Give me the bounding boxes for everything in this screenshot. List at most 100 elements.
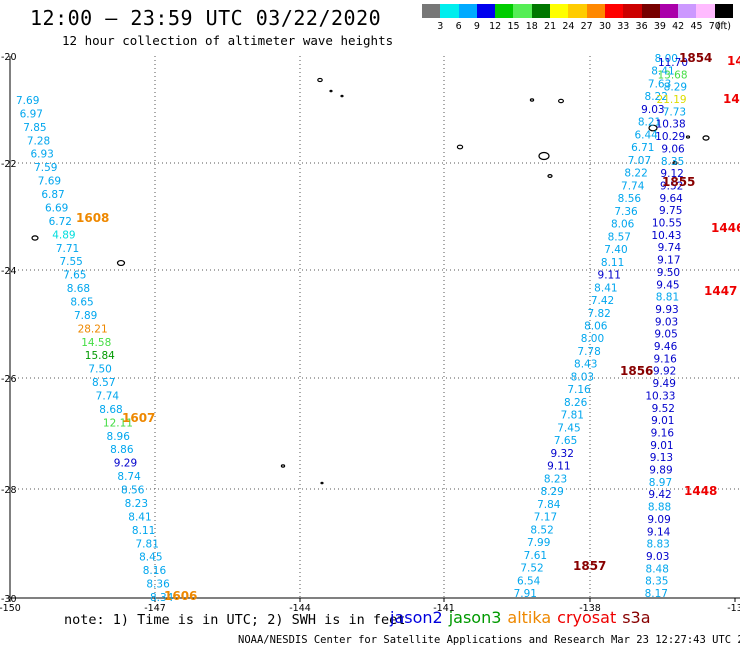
x-tick-label: -138 — [579, 603, 601, 614]
map-grid — [10, 56, 740, 598]
wave-height-label: 7.82 — [587, 308, 610, 320]
color-swatch — [513, 4, 532, 18]
x-tick-label: -13 — [727, 603, 740, 614]
color-swatch — [476, 4, 496, 18]
wave-height-label: 6.71 — [631, 142, 654, 154]
time-label: 1446 — [711, 221, 740, 235]
wave-height-label: 7.52 — [520, 563, 543, 575]
color-swatch — [714, 4, 734, 18]
wave-height-label: 8.65 — [70, 296, 93, 308]
wave-height-label: 15.84 — [85, 350, 115, 362]
wave-height-label: 8.56 — [121, 485, 145, 497]
wave-height-label: 7.69 — [16, 95, 39, 107]
wave-height-label: 8.21 — [638, 117, 661, 129]
wave-height-label: 9.32 — [551, 448, 574, 460]
x-tick-label: -150 — [0, 603, 21, 614]
wave-height-label: 8.11 — [132, 525, 155, 537]
wave-height-label: 9.12 — [660, 168, 683, 180]
wave-height-label: 9.03 — [641, 104, 664, 116]
color-swatch — [440, 4, 459, 18]
island-outline — [557, 98, 564, 104]
color-scale-label: 30 — [598, 21, 612, 32]
wave-height-label: 7.28 — [27, 135, 50, 147]
y-tick-label: -30 — [1, 594, 17, 605]
wave-height-label: 8.22 — [624, 168, 647, 180]
wave-height-label: 9.42 — [648, 489, 671, 501]
legend-item-jason3: jason3 — [448, 608, 502, 627]
wave-height-label: 8.34 — [150, 592, 174, 604]
wave-height-label: 8.68 — [67, 283, 90, 295]
color-scale-label: 39 — [653, 21, 666, 32]
color-scale-bar — [422, 4, 734, 18]
island-outline — [672, 161, 678, 166]
wave-height-label: 9.16 — [651, 427, 675, 439]
y-tick-label: -28 — [1, 485, 17, 496]
wave-height-label: 8.06 — [584, 321, 608, 333]
wave-height-label: 9.49 — [653, 378, 676, 390]
island-outline — [340, 94, 344, 98]
wave-height-label: 8.68 — [99, 404, 122, 416]
color-scale-label: 3 — [437, 21, 444, 32]
wave-height-label: 7.78 — [577, 346, 600, 358]
wave-height-label: 8.48 — [646, 563, 669, 575]
wave-height-label: 9.50 — [657, 267, 680, 279]
wave-height-label: 8.29 — [540, 486, 563, 498]
time-label: 1855 — [662, 175, 695, 189]
wave-height-label: 8.22 — [645, 91, 668, 103]
color-scale-label: (ft) — [716, 21, 731, 32]
color-swatch — [623, 4, 642, 18]
wave-height-label: 9.16 — [653, 353, 677, 365]
wave-height-label: 8.41 — [128, 511, 151, 523]
color-scale-label: 15 — [507, 21, 520, 32]
chart-title: 12:00 – 23:59 UTC 03/22/2020 — [30, 6, 382, 30]
wave-height-label: 8.96 — [107, 431, 131, 443]
wave-height-label: 8.36 — [146, 579, 170, 591]
wave-height-label: 7.07 — [628, 155, 651, 167]
wave-height-label: 8.43 — [574, 359, 597, 371]
wave-height-label: 9.75 — [659, 205, 682, 217]
chart-subtitle: 12 hour collection of altimeter wave hei… — [62, 33, 394, 48]
wave-height-label: 7.55 — [59, 256, 82, 268]
wave-height-label: 9.14 — [647, 526, 671, 538]
island-outline — [538, 151, 550, 161]
wave-height-label: 8.11 — [601, 257, 624, 269]
wave-height-label: 9.06 — [661, 143, 685, 155]
color-scale-label: 18 — [525, 21, 538, 32]
wave-height-label: 7.42 — [591, 295, 614, 307]
wave-height-label: 21.19 — [657, 94, 687, 106]
wave-height-label: 8.17 — [645, 588, 668, 600]
time-label: 1608 — [76, 211, 109, 225]
x-tick-label: -147 — [144, 603, 166, 614]
note-text: note: 1) Time is in UTC; 2) SWH is in fe… — [64, 612, 406, 628]
wave-height-label: 9.29 — [114, 458, 137, 470]
wave-height-label: 7.65 — [554, 435, 577, 447]
time-label: 1857 — [573, 559, 606, 573]
wave-height-label: 9.17 — [657, 255, 680, 267]
wave-height-label: 8.88 — [648, 502, 671, 514]
island-outline — [280, 464, 286, 468]
color-scale-label: 9 — [473, 21, 480, 32]
wave-height-label: 8.97 — [649, 477, 672, 489]
color-swatch — [586, 4, 605, 18]
x-tick-label: -141 — [433, 603, 455, 614]
x-tick-label: -144 — [289, 603, 311, 614]
color-swatch — [641, 4, 660, 18]
satellite-legend: jason2 jason3 altika cryosat s3a — [390, 608, 657, 627]
wave-height-label: 8.57 — [92, 377, 115, 389]
color-scale-label: 12 — [489, 21, 502, 32]
wave-height-label: 8.03 — [571, 371, 594, 383]
footer-credit: NOAA/NESDIS Center for Satellite Applica… — [238, 634, 740, 646]
wave-height-label: 7.85 — [23, 122, 46, 134]
wave-height-label: 8.29 — [664, 82, 687, 94]
wave-height-label: 9.13 — [650, 452, 673, 464]
wave-height-label: 28.21 — [78, 323, 108, 335]
wave-height-label: 9.92 — [653, 366, 676, 378]
color-swatch — [550, 4, 569, 18]
legend-item-jason2: jason2 — [390, 608, 443, 627]
time-label: 1607 — [122, 411, 155, 425]
color-swatch — [678, 4, 697, 18]
wave-height-label: 7.59 — [34, 162, 57, 174]
y-tick-label: -20 — [1, 52, 17, 63]
wave-height-label: 9.09 — [647, 514, 670, 526]
wave-height-label: 9.74 — [658, 242, 682, 254]
